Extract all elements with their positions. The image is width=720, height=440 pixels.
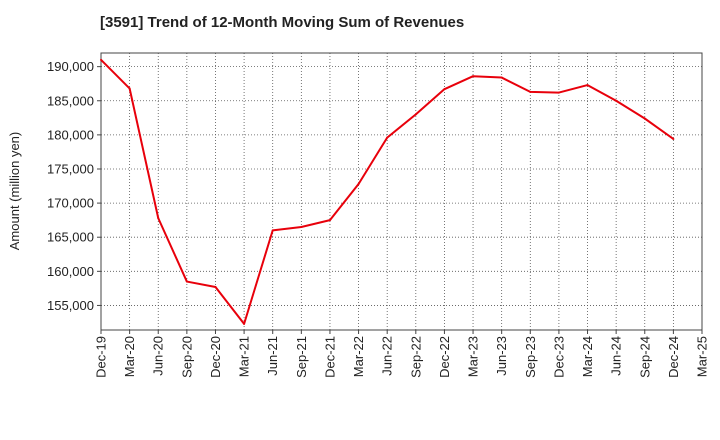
data-point bbox=[128, 87, 131, 90]
data-point bbox=[357, 182, 360, 185]
data-point bbox=[557, 91, 560, 94]
series-lines bbox=[100, 58, 675, 325]
data-point bbox=[100, 58, 102, 61]
x-tick-label: Sep-22 bbox=[408, 336, 423, 378]
x-tick-label: Sep-23 bbox=[523, 336, 538, 378]
data-point bbox=[185, 280, 188, 283]
data-point bbox=[643, 117, 646, 120]
x-tick-label: Mar-25 bbox=[695, 336, 710, 377]
x-tick-label: Dec-20 bbox=[208, 336, 223, 378]
y-tick-label: 180,000 bbox=[47, 127, 94, 142]
x-tick-label: Sep-21 bbox=[294, 336, 309, 378]
data-point bbox=[214, 286, 217, 289]
data-point bbox=[414, 113, 417, 116]
grid-lines bbox=[101, 53, 702, 330]
x-tick-label: Dec-23 bbox=[551, 336, 566, 378]
data-point bbox=[472, 75, 475, 78]
data-point bbox=[443, 88, 446, 91]
y-tick-label: 155,000 bbox=[47, 298, 94, 313]
x-tick-label: Mar-22 bbox=[351, 336, 366, 377]
y-axis-ticks: 155,000 160,000 165,000 170,000 175,000 180,0… bbox=[47, 59, 101, 313]
x-tick-label: Jun-22 bbox=[380, 336, 395, 376]
x-axis-ticks: Dec-19 Mar-20 Jun-20 Sep-20 Dec-20 Mar-21 Jun-… bbox=[94, 330, 710, 378]
data-point bbox=[586, 84, 589, 87]
x-tick-label: Mar-24 bbox=[580, 336, 595, 377]
x-tick-label: Sep-24 bbox=[637, 336, 652, 378]
data-point bbox=[271, 229, 274, 232]
data-point bbox=[500, 76, 503, 79]
data-point bbox=[529, 90, 532, 93]
data-point bbox=[386, 136, 389, 139]
plot-area-frame bbox=[100, 52, 703, 331]
y-tick-label: 175,000 bbox=[47, 161, 94, 176]
x-tick-label: Mar-23 bbox=[466, 336, 481, 377]
x-tick-label: Dec-21 bbox=[322, 336, 337, 378]
data-point bbox=[672, 137, 675, 140]
y-tick-label: 170,000 bbox=[47, 196, 94, 211]
y-axis-title: Amount (million yen) bbox=[7, 132, 22, 251]
x-tick-label: Dec-19 bbox=[94, 336, 109, 378]
chart-title: [3591] Trend of 12-Month Moving Sum of R… bbox=[100, 14, 465, 31]
y-tick-label: 185,000 bbox=[47, 93, 94, 108]
x-tick-label: Jun-24 bbox=[609, 336, 624, 376]
x-tick-label: Sep-20 bbox=[179, 336, 194, 378]
y-tick-label: 165,000 bbox=[47, 230, 94, 245]
data-point bbox=[615, 99, 618, 102]
data-point bbox=[328, 219, 331, 222]
y-tick-label: 160,000 bbox=[47, 264, 94, 279]
x-tick-label: Jun-21 bbox=[265, 336, 280, 376]
y-tick-label: 190,000 bbox=[47, 59, 94, 74]
x-tick-label: Mar-20 bbox=[122, 336, 137, 377]
x-tick-label: Dec-22 bbox=[437, 336, 452, 378]
data-point bbox=[300, 225, 303, 228]
x-tick-label: Jun-23 bbox=[494, 336, 509, 376]
data-point bbox=[157, 217, 160, 220]
data-point bbox=[243, 322, 246, 325]
x-tick-label: Jun-20 bbox=[151, 336, 166, 376]
x-tick-label: Mar-21 bbox=[237, 336, 252, 377]
x-tick-label: Dec-24 bbox=[666, 336, 681, 378]
